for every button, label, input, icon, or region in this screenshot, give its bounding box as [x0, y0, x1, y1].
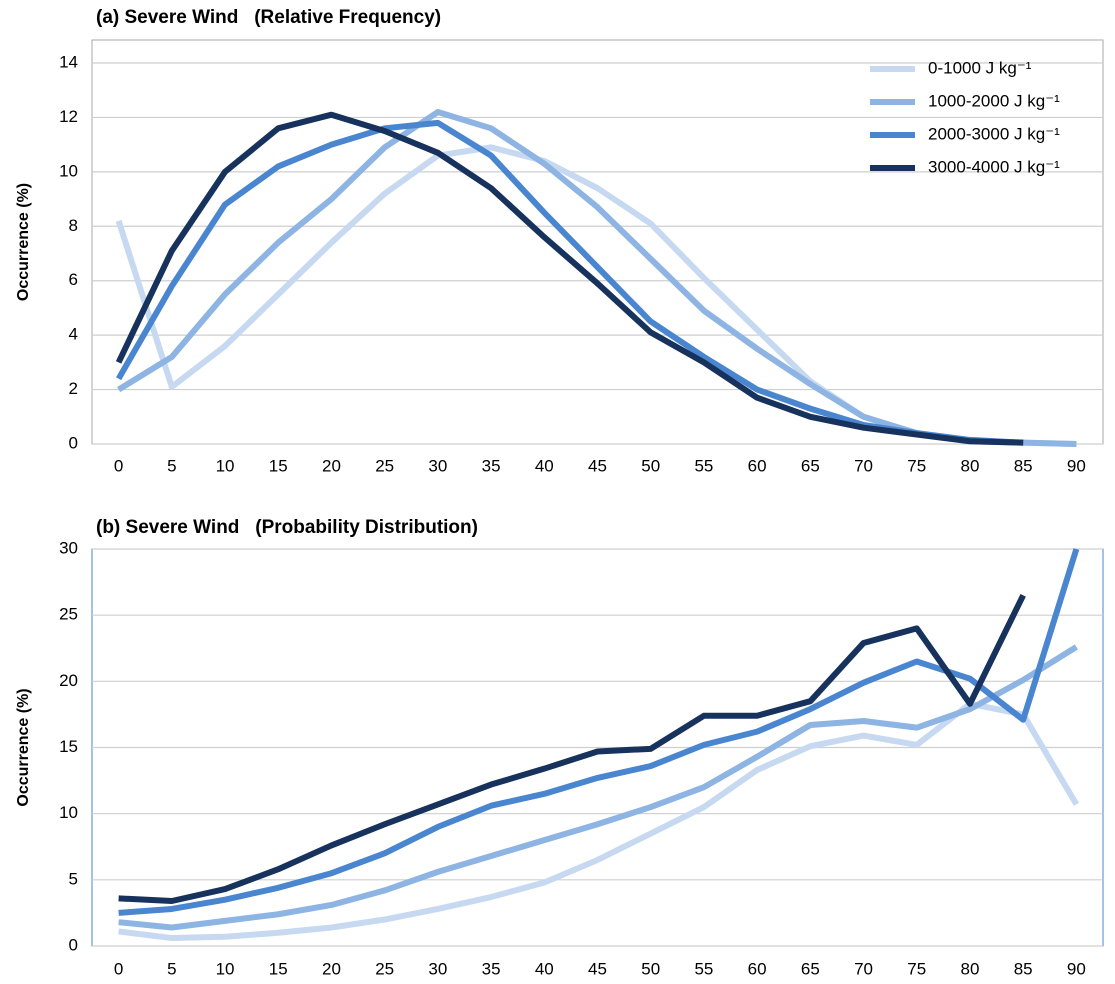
x-tick-label: 5 — [167, 456, 176, 475]
y-tick-label: 14 — [59, 52, 78, 71]
y-tick-label: 25 — [59, 605, 78, 624]
x-tick-label: 15 — [269, 959, 288, 978]
y-axis-title: Occurrence (%) — [15, 183, 32, 301]
x-tick-label: 30 — [428, 456, 447, 475]
x-tick-label: 30 — [428, 959, 447, 978]
x-tick-label: 55 — [694, 959, 713, 978]
x-tick-label: 10 — [216, 456, 235, 475]
y-tick-label: 30 — [59, 538, 78, 557]
y-tick-label: 0 — [69, 935, 78, 954]
series-line — [118, 700, 1079, 942]
x-tick-label: 20 — [322, 456, 341, 475]
x-tick-label: 20 — [322, 959, 341, 978]
series-line — [118, 593, 1026, 905]
y-tick-label: 2 — [69, 379, 78, 398]
x-tick-label: 85 — [1014, 456, 1033, 475]
x-tick-label: 40 — [535, 959, 554, 978]
y-tick-label: 8 — [69, 216, 78, 235]
x-tick-label: 15 — [269, 456, 288, 475]
y-tick-label: 10 — [59, 803, 78, 822]
legend-label: 3000-4000 J kg⁻¹ — [928, 157, 1060, 176]
x-tick-label: 35 — [482, 456, 501, 475]
x-tick-label: 5 — [167, 959, 176, 978]
chart-title: (a) Severe Wind (Relative Frequency) — [96, 7, 441, 28]
x-tick-label: 70 — [854, 456, 873, 475]
x-tick-label: 0 — [114, 456, 123, 475]
y-tick-label: 15 — [59, 737, 78, 756]
y-tick-label: 5 — [69, 869, 78, 888]
x-tick-label: 40 — [535, 456, 554, 475]
y-tick-label: 20 — [59, 671, 78, 690]
x-tick-label: 65 — [801, 456, 820, 475]
x-tick-label: 75 — [907, 456, 926, 475]
x-tick-label: 60 — [748, 456, 767, 475]
x-tick-label: 25 — [375, 456, 394, 475]
chart-title: (b) Severe Wind (Probability Distributio… — [96, 517, 478, 538]
x-tick-label: 45 — [588, 959, 607, 978]
x-tick-label: 60 — [748, 959, 767, 978]
x-tick-label: 75 — [907, 959, 926, 978]
x-tick-label: 35 — [482, 959, 501, 978]
x-tick-label: 90 — [1067, 456, 1086, 475]
series-line — [118, 548, 1080, 916]
y-tick-label: 0 — [69, 433, 78, 452]
series-line — [118, 644, 1078, 931]
x-tick-label: 90 — [1067, 959, 1086, 978]
x-tick-label: 10 — [216, 959, 235, 978]
x-tick-label: 85 — [1014, 959, 1033, 978]
series-line — [115, 111, 1024, 446]
x-tick-label: 55 — [694, 456, 713, 475]
series-line — [115, 144, 1077, 447]
x-tick-label: 70 — [854, 959, 873, 978]
x-tick-label: 0 — [114, 959, 123, 978]
x-tick-label: 65 — [801, 959, 820, 978]
y-tick-label: 6 — [69, 270, 78, 289]
x-tick-label: 45 — [588, 456, 607, 475]
legend-label: 2000-3000 J kg⁻¹ — [928, 124, 1060, 143]
x-tick-label: 80 — [961, 959, 980, 978]
y-tick-label: 10 — [59, 161, 78, 180]
y-tick-label: 12 — [59, 107, 78, 126]
legend-label: 1000-2000 J kg⁻¹ — [928, 91, 1060, 110]
x-tick-label: 50 — [641, 959, 660, 978]
x-tick-label: 25 — [375, 959, 394, 978]
legend-label: 0-1000 J kg⁻¹ — [928, 58, 1032, 77]
x-tick-label: 80 — [961, 456, 980, 475]
y-axis-title: Occurrence (%) — [15, 688, 32, 806]
x-tick-label: 50 — [641, 456, 660, 475]
y-tick-label: 4 — [69, 325, 78, 344]
